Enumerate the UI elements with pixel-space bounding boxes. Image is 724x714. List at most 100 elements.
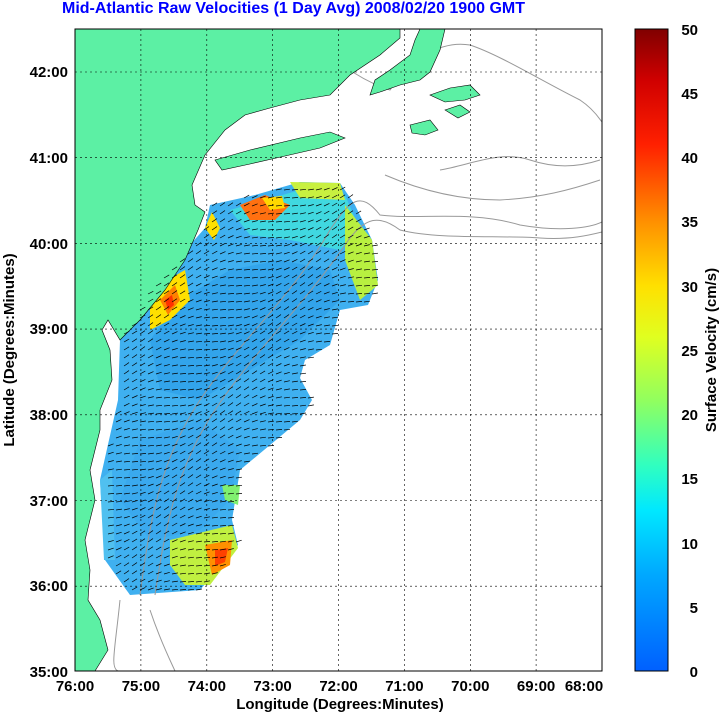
x-tick-label: 72:00 <box>319 678 357 695</box>
velocity-arrow <box>155 467 162 471</box>
velocity-arrow <box>163 482 170 487</box>
velocity-arrow <box>235 210 242 215</box>
velocity-arrow <box>187 540 194 543</box>
velocity-arrow <box>211 226 218 231</box>
velocity-arrow <box>139 420 146 423</box>
velocity-arrow <box>155 554 162 559</box>
velocity-arrow <box>339 242 346 247</box>
colorbar-tick-labels: 50 45 40 35 30 25 20 15 10 5 0 <box>681 22 698 681</box>
velocity-arrow <box>219 234 226 239</box>
velocity-arrow <box>163 306 170 311</box>
velocity-arrow <box>259 236 267 239</box>
velocity-arrow <box>115 562 122 567</box>
velocity-arrow <box>155 538 162 543</box>
velocity-arrow <box>211 250 218 255</box>
velocity-arrow <box>115 516 122 519</box>
velocity-arrow <box>219 410 226 415</box>
velocity-arrow <box>339 226 346 231</box>
velocity-arrow <box>195 548 203 551</box>
velocity-arrow <box>347 292 355 295</box>
velocity-arrow <box>211 394 218 399</box>
x-tick-labels: 76:00 75:00 74:00 73:00 72:00 71:00 70:0… <box>56 678 603 695</box>
velocity-arrow <box>107 540 114 543</box>
velocity-arrow <box>203 499 210 503</box>
velocity-arrow <box>203 434 210 439</box>
velocity-arrow <box>235 227 242 231</box>
x-tick-label: 75:00 <box>122 678 160 695</box>
velocity-arrow <box>275 338 282 343</box>
colorbar-tick-label: 30 <box>681 279 698 296</box>
velocity-arrow <box>243 219 250 223</box>
velocity-arrow <box>243 362 250 367</box>
velocity-arrow <box>251 436 258 439</box>
velocity-arrow <box>179 373 187 375</box>
velocity-arrow <box>291 347 298 351</box>
velocity-arrow <box>291 388 299 391</box>
velocity-arrow <box>203 474 210 479</box>
velocity-arrow <box>315 324 322 327</box>
velocity-arrow <box>235 460 242 463</box>
velocity-arrow <box>251 315 258 319</box>
velocity-arrow <box>243 315 250 319</box>
velocity-arrow <box>195 450 202 455</box>
velocity-arrow <box>107 508 115 511</box>
velocity-arrow <box>235 402 242 407</box>
velocity-arrow <box>275 196 282 199</box>
velocity-arrow <box>187 515 194 519</box>
velocity-arrow <box>211 387 218 391</box>
velocity-arrow <box>163 282 170 287</box>
velocity-arrow <box>155 483 162 487</box>
velocity-arrow <box>131 578 138 583</box>
velocity-arrow <box>179 323 186 327</box>
velocity-arrow <box>267 244 275 247</box>
velocity-arrow <box>179 581 187 583</box>
velocity-arrow <box>259 370 266 375</box>
velocity-arrow <box>283 338 290 343</box>
velocity-arrow <box>259 395 266 399</box>
velocity-arrow <box>331 210 338 215</box>
velocity-arrow <box>227 301 235 303</box>
velocity-arrow <box>179 420 186 423</box>
velocity-arrow <box>123 370 130 375</box>
velocity-arrow <box>179 340 186 343</box>
velocity-arrow <box>147 506 154 511</box>
velocity-arrow <box>251 195 258 199</box>
velocity-arrow <box>243 394 250 399</box>
velocity-arrow <box>227 451 234 455</box>
velocity-arrow <box>235 493 243 495</box>
colorbar-tick-label: 45 <box>681 86 698 103</box>
velocity-arrow <box>211 284 218 287</box>
velocity-arrow <box>339 186 346 191</box>
velocity-arrow <box>171 420 178 423</box>
velocity-arrow <box>171 482 178 487</box>
velocity-arrow <box>267 196 274 199</box>
velocity-arrow <box>355 218 362 223</box>
velocity-arrow <box>203 380 210 383</box>
velocity-arrow <box>347 234 354 239</box>
velocity-arrow <box>371 277 379 279</box>
velocity-arrow <box>235 476 242 479</box>
velocity-arrow <box>331 291 338 295</box>
velocity-arrow <box>259 314 266 319</box>
velocity-arrow <box>227 202 234 207</box>
land-areas <box>75 29 481 671</box>
velocity-arrow <box>187 290 194 295</box>
velocity-arrow <box>299 389 307 391</box>
velocity-arrow <box>187 332 194 335</box>
velocity-arrow <box>267 252 274 255</box>
velocity-arrow <box>115 524 122 527</box>
velocity-arrow <box>139 460 147 463</box>
velocity-arrow <box>235 386 242 391</box>
velocity-arrow <box>219 548 226 551</box>
velocity-arrow <box>131 386 138 391</box>
velocity-arrow <box>227 355 234 359</box>
velocity-arrow <box>339 202 346 207</box>
velocity-arrow <box>163 467 170 471</box>
velocity-arrow <box>195 349 203 351</box>
velocity-arrow <box>227 226 234 231</box>
velocity-arrow <box>163 538 170 543</box>
velocity-arrow <box>267 362 274 367</box>
velocity-arrow <box>131 562 138 567</box>
velocity-arrow <box>195 524 202 527</box>
velocity-arrow <box>163 330 170 335</box>
